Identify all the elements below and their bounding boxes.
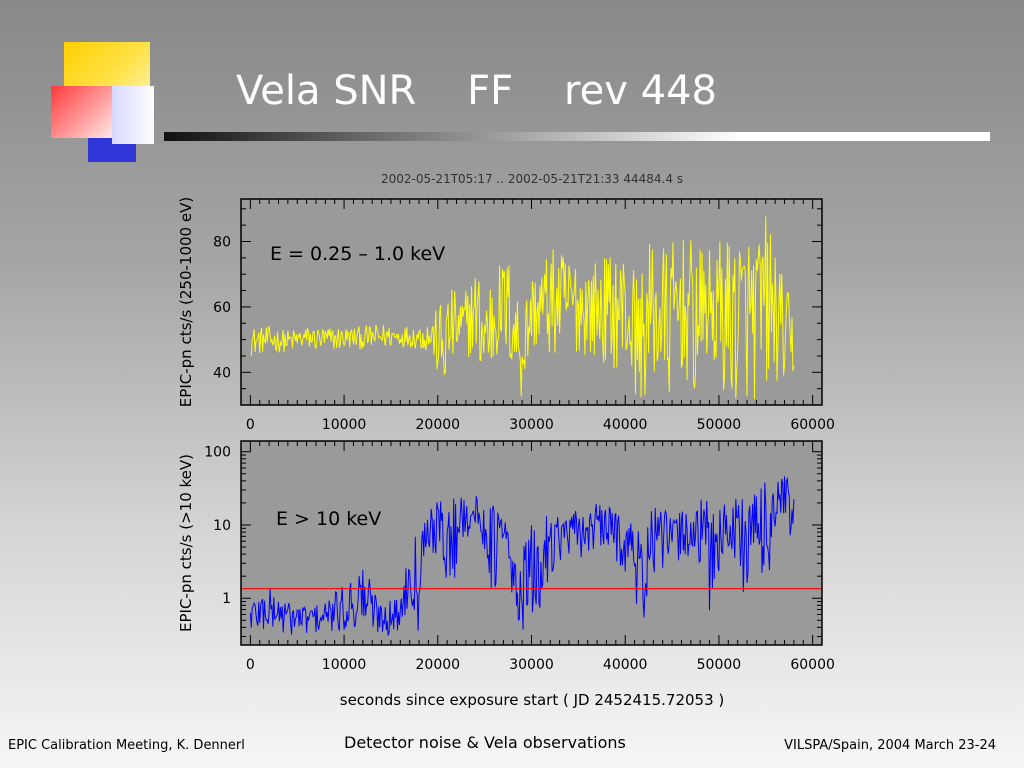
observation-header: 2002-05-21T05:17 .. 2002-05-21T21:33 444…	[381, 172, 683, 186]
x-tick-label: 20000	[416, 417, 461, 433]
energy-band-label: E > 10 keV	[276, 508, 381, 530]
energy-band-label: E = 0.25 – 1.0 keV	[270, 243, 445, 265]
x-tick-label: 40000	[603, 657, 648, 673]
y-tick-label: 10	[213, 518, 231, 534]
series-1-trace	[250, 216, 795, 399]
y-tick-label: 100	[204, 445, 231, 461]
y-tick-label: 40	[213, 365, 231, 381]
title-divider	[164, 132, 990, 141]
y-tick-label: 1	[222, 591, 231, 607]
x-tick-label: 20000	[416, 657, 461, 673]
x-tick-label: 10000	[322, 417, 367, 433]
x-tick-label: 10000	[322, 657, 367, 673]
series-2-trace	[249, 476, 795, 636]
footer-meeting: EPIC Calibration Meeting, K. Dennerl	[8, 738, 245, 753]
y-axis-label: EPIC-pn cts/s (250-1000 eV)	[177, 197, 195, 407]
x-tick-label: 30000	[509, 417, 554, 433]
decor-red-square	[51, 86, 117, 138]
x-tick-label: 60000	[790, 417, 835, 433]
y-tick-label: 60	[213, 300, 231, 316]
y-tick-label: 80	[213, 235, 231, 251]
x-tick-label: 50000	[697, 657, 742, 673]
slide-title: Vela SNR FF rev 448	[236, 68, 717, 114]
x-tick-label: 30000	[509, 657, 554, 673]
x-tick-label: 0	[246, 417, 255, 433]
decor-white-square	[112, 86, 154, 144]
footer-topic: Detector noise & Vela observations	[344, 733, 626, 752]
x-tick-label: 0	[246, 657, 255, 673]
x-axis-label: seconds since exposure start ( JD 245241…	[340, 691, 725, 709]
series-2-line	[249, 476, 795, 636]
y-axis-label: EPIC-pn cts/s (>10 keV)	[177, 454, 195, 632]
footer-location-date: VILSPA/Spain, 2004 March 23-24	[784, 738, 996, 753]
x-tick-label: 40000	[603, 417, 648, 433]
x-tick-label: 50000	[697, 417, 742, 433]
series-1-line	[250, 216, 795, 399]
x-tick-label: 60000	[790, 657, 835, 673]
